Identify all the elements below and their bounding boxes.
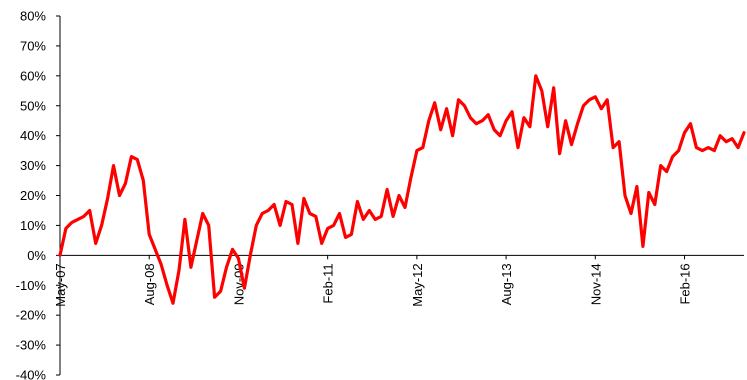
y-tick-label: -40%	[16, 368, 47, 380]
y-tick-label: 80%	[20, 9, 46, 24]
y-tick-label: 50%	[20, 98, 46, 113]
x-tick-label: Aug-08	[142, 263, 157, 305]
y-tick-label: 40%	[20, 128, 46, 143]
y-tick-label: 10%	[20, 218, 46, 233]
series-line-0	[58, 74, 746, 305]
x-tick-label: May-07	[53, 263, 68, 306]
x-tick-label: May-12	[410, 263, 425, 306]
y-tick-label: -30%	[16, 338, 47, 353]
y-axis: -40% -30% -20% -10% 0% 10% 20% 30% 40% 50% 60% 70% 8…	[16, 9, 61, 380]
y-tick-label: 70%	[20, 38, 46, 53]
y-tick-label: 20%	[20, 188, 46, 203]
x-tick-label: Aug-13	[499, 263, 514, 305]
y-tick-label: 30%	[20, 158, 46, 173]
x-tick-label: Feb-16	[678, 263, 693, 304]
x-axis: May-07 Aug-08 Nov-09 Feb-11 May-12 Aug-13 Nov-…	[53, 254, 744, 307]
x-tick-label: Feb-11	[321, 263, 336, 303]
y-tick-label: -10%	[16, 278, 47, 293]
y-tick-label: 0%	[27, 248, 46, 263]
series-layer	[58, 74, 746, 305]
y-tick-label: -20%	[16, 308, 47, 323]
x-tick-label: Nov-14	[588, 263, 603, 305]
y-tick-label: 60%	[20, 68, 46, 83]
